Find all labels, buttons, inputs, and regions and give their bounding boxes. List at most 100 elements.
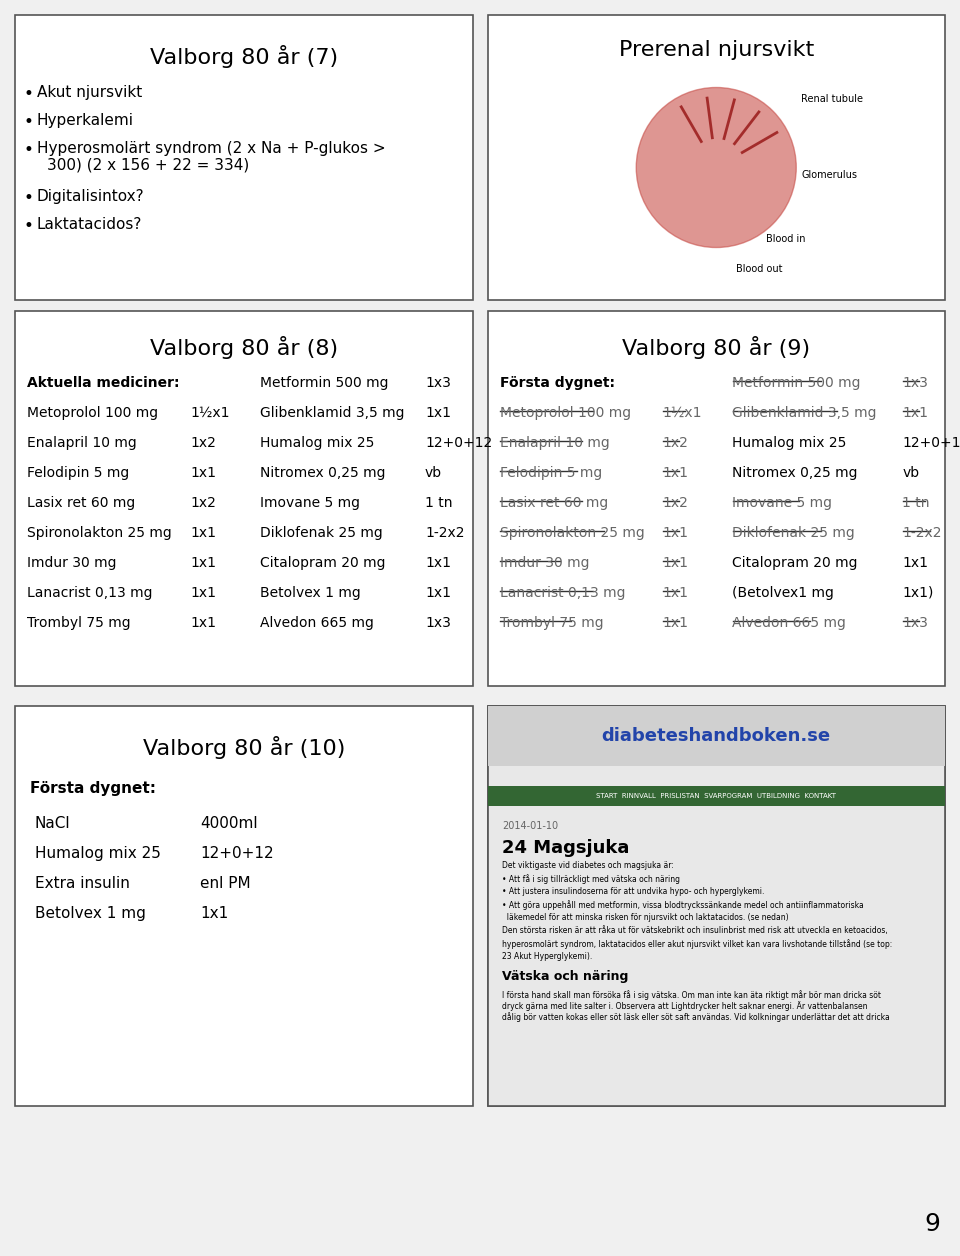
Text: 1x1: 1x1 xyxy=(662,615,688,631)
Text: 2014-01-10: 2014-01-10 xyxy=(502,821,559,831)
Text: Akut njursvikt: Akut njursvikt xyxy=(37,85,142,100)
Text: 1x1: 1x1 xyxy=(662,466,688,480)
Text: dålig bör vatten kokas eller söt läsk eller söt saft användas. Vid kolkningar un: dålig bör vatten kokas eller söt läsk el… xyxy=(502,1012,890,1022)
Text: Metoprolol 100 mg: Metoprolol 100 mg xyxy=(27,406,158,420)
Text: 1x1: 1x1 xyxy=(425,556,451,570)
Text: 1x1: 1x1 xyxy=(425,587,451,600)
Text: Betolvex 1 mg: Betolvex 1 mg xyxy=(35,906,146,921)
Text: diabeteshandboken.se: diabeteshandboken.se xyxy=(602,727,830,745)
Text: Alvedon 665 mg: Alvedon 665 mg xyxy=(260,615,373,631)
Text: Imdur 30 mg: Imdur 30 mg xyxy=(27,556,116,570)
Text: 1x1: 1x1 xyxy=(190,526,216,540)
Text: 1x1: 1x1 xyxy=(662,556,688,570)
Text: 24 Magsjuka: 24 Magsjuka xyxy=(502,839,630,857)
Text: Metformin 500 mg: Metformin 500 mg xyxy=(260,376,389,391)
FancyBboxPatch shape xyxy=(15,311,472,686)
Text: •: • xyxy=(23,85,33,103)
Text: Vätska och näring: Vätska och näring xyxy=(502,970,629,983)
Text: 1x1: 1x1 xyxy=(190,466,216,480)
Text: Första dygnet:: Första dygnet: xyxy=(499,376,614,391)
Text: vb: vb xyxy=(902,466,920,480)
Text: Valborg 80 år (7): Valborg 80 år (7) xyxy=(150,45,338,68)
Text: 1x1: 1x1 xyxy=(200,906,228,921)
Text: Lanacrist 0,13 mg: Lanacrist 0,13 mg xyxy=(27,587,153,600)
Text: 1x2: 1x2 xyxy=(190,496,216,510)
Text: 1x1: 1x1 xyxy=(190,615,216,631)
Text: Blood out: Blood out xyxy=(736,265,782,275)
Text: START  RINNVALL  PRISLISTAN  SVARPOGRAM  UTBILDNING  KONTAKT: START RINNVALL PRISLISTAN SVARPOGRAM UTB… xyxy=(596,793,836,799)
Text: Nitromex 0,25 mg: Nitromex 0,25 mg xyxy=(732,466,858,480)
Text: Den största risken är att råka ut för vätskebrikt och insulinbrist med risk att : Den största risken är att råka ut för vä… xyxy=(502,926,888,934)
Text: Spironolakton 25 mg: Spironolakton 25 mg xyxy=(499,526,644,540)
Text: 12+0+12: 12+0+12 xyxy=(425,436,492,450)
Text: Metoprolol 100 mg: Metoprolol 100 mg xyxy=(499,406,631,420)
Text: • Att få i sig tillräckligt med vätska och näring: • Att få i sig tillräckligt med vätska o… xyxy=(502,874,681,884)
Text: (Betolvex1 mg: (Betolvex1 mg xyxy=(732,587,834,600)
Text: 1½x1: 1½x1 xyxy=(190,406,229,420)
Text: Humalog mix 25: Humalog mix 25 xyxy=(260,436,374,450)
Text: Lanacrist 0,13 mg: Lanacrist 0,13 mg xyxy=(499,587,625,600)
Text: 1x1: 1x1 xyxy=(902,556,928,570)
Text: Lasix ret 60 mg: Lasix ret 60 mg xyxy=(499,496,608,510)
Text: Renal tubule: Renal tubule xyxy=(802,94,863,104)
Text: Valborg 80 år (10): Valborg 80 år (10) xyxy=(143,736,345,759)
Text: Diklofenak 25 mg: Diklofenak 25 mg xyxy=(732,526,855,540)
Text: Laktatacidos?: Laktatacidos? xyxy=(37,217,142,232)
Text: Metformin 500 mg: Metformin 500 mg xyxy=(732,376,861,391)
Text: 1x3: 1x3 xyxy=(902,376,928,391)
Text: 12+0+12: 12+0+12 xyxy=(200,847,274,862)
FancyBboxPatch shape xyxy=(488,786,945,806)
Text: 1-2x2: 1-2x2 xyxy=(425,526,465,540)
Text: 1x1: 1x1 xyxy=(190,556,216,570)
Text: Humalog mix 25: Humalog mix 25 xyxy=(35,847,161,862)
Text: 1x3: 1x3 xyxy=(425,376,451,391)
Text: 1x2: 1x2 xyxy=(662,436,688,450)
Text: 1x3: 1x3 xyxy=(902,615,928,631)
Text: Spironolakton 25 mg: Spironolakton 25 mg xyxy=(27,526,172,540)
Text: 1x1: 1x1 xyxy=(425,406,451,420)
Text: 12+0+12: 12+0+12 xyxy=(902,436,960,450)
Text: 1½x1: 1½x1 xyxy=(662,406,702,420)
Text: Glibenklamid 3,5 mg: Glibenklamid 3,5 mg xyxy=(732,406,877,420)
Text: Trombyl 75 mg: Trombyl 75 mg xyxy=(27,615,131,631)
Text: Citalopram 20 mg: Citalopram 20 mg xyxy=(260,556,386,570)
Text: •: • xyxy=(23,141,33,160)
Text: Blood in: Blood in xyxy=(766,235,805,245)
Text: Betolvex 1 mg: Betolvex 1 mg xyxy=(260,587,361,600)
Text: Digitalisintox?: Digitalisintox? xyxy=(37,188,145,203)
Text: I första hand skall man försöka få i sig vätska. Om man inte kan äta riktigt mår: I första hand skall man försöka få i sig… xyxy=(502,990,881,1000)
Text: 1x1: 1x1 xyxy=(662,587,688,600)
Text: vb: vb xyxy=(425,466,443,480)
Text: hyperosmolärt syndrom, laktatacidos eller akut njursvikt vilket kan vara livshot: hyperosmolärt syndrom, laktatacidos elle… xyxy=(502,939,893,948)
Text: 1x2: 1x2 xyxy=(662,496,688,510)
Text: 23 Akut Hyperglykemi).: 23 Akut Hyperglykemi). xyxy=(502,952,592,961)
FancyBboxPatch shape xyxy=(488,15,945,300)
FancyBboxPatch shape xyxy=(488,706,945,1107)
FancyBboxPatch shape xyxy=(15,15,472,300)
Circle shape xyxy=(636,88,796,247)
Text: Trombyl 75 mg: Trombyl 75 mg xyxy=(499,615,603,631)
Text: 1x1): 1x1) xyxy=(902,587,934,600)
Text: 4000ml: 4000ml xyxy=(200,816,257,831)
Text: Glomerulus: Glomerulus xyxy=(802,170,857,180)
Text: 1x1: 1x1 xyxy=(902,406,928,420)
Text: Humalog mix 25: Humalog mix 25 xyxy=(732,436,847,450)
Text: Lasix ret 60 mg: Lasix ret 60 mg xyxy=(27,496,135,510)
Text: 1x2: 1x2 xyxy=(190,436,216,450)
FancyBboxPatch shape xyxy=(488,706,945,766)
Text: 1-2x2: 1-2x2 xyxy=(902,526,942,540)
Text: läkemedel för att minska risken för njursvikt och laktatacidos. (se nedan): läkemedel för att minska risken för njur… xyxy=(502,913,789,922)
Text: • Att göra uppehåll med metformin, vissa blodtryckssänkande medel och antiinflam: • Att göra uppehåll med metformin, vissa… xyxy=(502,901,864,909)
Text: Valborg 80 år (9): Valborg 80 år (9) xyxy=(622,337,810,359)
Text: Glibenklamid 3,5 mg: Glibenklamid 3,5 mg xyxy=(260,406,404,420)
Text: Citalopram 20 mg: Citalopram 20 mg xyxy=(732,556,858,570)
Text: Första dygnet:: Första dygnet: xyxy=(30,781,156,796)
Text: Hyperosmolärt syndrom (2 x Na + P-glukos >: Hyperosmolärt syndrom (2 x Na + P-glukos… xyxy=(37,141,386,156)
FancyBboxPatch shape xyxy=(488,706,945,1107)
Text: enl PM: enl PM xyxy=(200,875,251,891)
Text: 1 tn: 1 tn xyxy=(425,496,452,510)
Text: •: • xyxy=(23,113,33,131)
Text: •: • xyxy=(23,217,33,235)
Text: Felodipin 5 mg: Felodipin 5 mg xyxy=(499,466,602,480)
Text: Imovane 5 mg: Imovane 5 mg xyxy=(732,496,832,510)
